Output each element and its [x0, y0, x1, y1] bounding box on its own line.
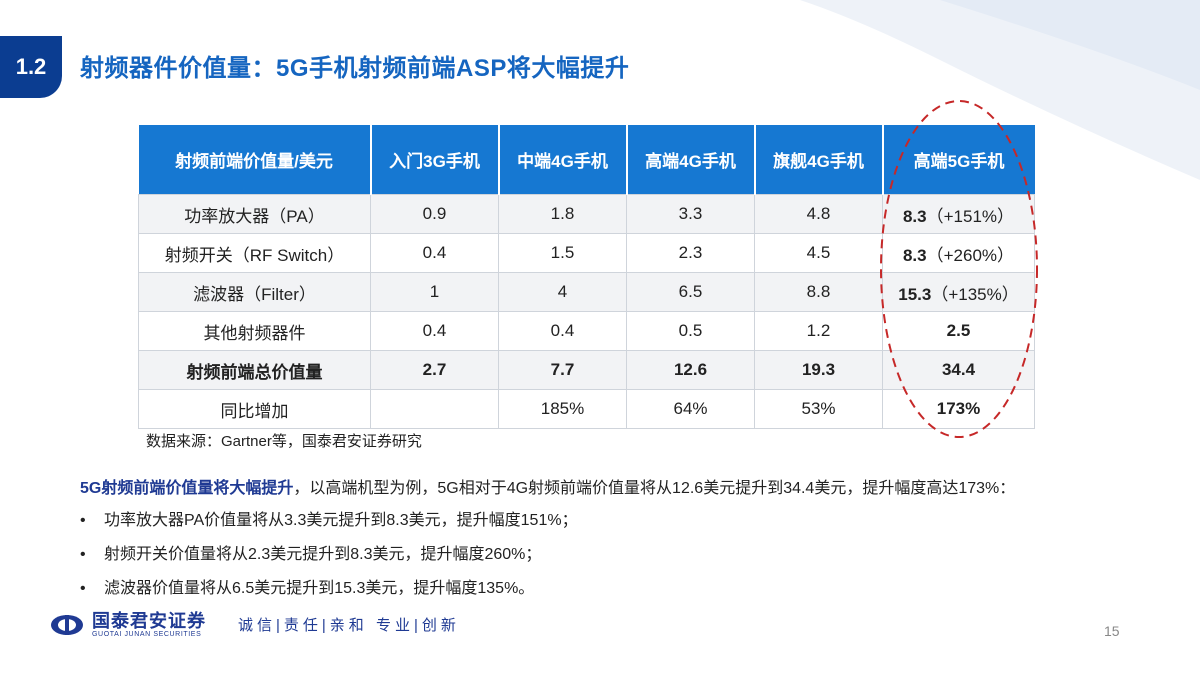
table-cell: 6.5: [626, 272, 755, 312]
highlight-cell: 173%: [882, 389, 1035, 429]
table-cell: 64%: [626, 389, 755, 429]
rf-value-table: 射频前端价值量/美元 入门3G手机 中端4G手机 高端4G手机 旗舰4G手机 高…: [138, 125, 1035, 429]
table-cell: [370, 389, 499, 429]
row-label: 功率放大器（PA）: [138, 194, 371, 234]
company-slogan: 诚信|责任|亲和 专业|创新: [238, 617, 460, 634]
highlight-value: 8.3: [902, 245, 927, 265]
table-cell: 4.8: [754, 194, 883, 234]
table-header-cell: 旗舰4G手机: [754, 125, 884, 195]
logo-mark-icon: [51, 614, 83, 635]
table-cell: 2.3: [626, 233, 755, 273]
table-cell: 19.3: [754, 350, 883, 390]
row-label: 同比增加: [138, 389, 371, 429]
row-label: 其他射频器件: [138, 311, 371, 351]
table-cell: 1: [370, 272, 499, 312]
table-cell: 53%: [754, 389, 883, 429]
table-header-row: 射频前端价值量/美元 入门3G手机 中端4G手机 高端4G手机 旗舰4G手机 高…: [138, 125, 1035, 195]
growth-note: （+135%）: [931, 284, 1019, 304]
table-row: 功率放大器（PA） 0.9 1.8 3.3 4.8 8.3（+151%）: [138, 194, 1035, 234]
table-row-total: 射频前端总价值量 2.7 7.7 12.6 19.3 34.4: [138, 350, 1035, 390]
growth-note: （+260%）: [926, 245, 1015, 265]
data-source: 数据来源：Gartner等，国泰君安证券研究: [146, 433, 422, 450]
list-item: 功率放大器PA价值量将从3.3美元提升到8.3美元，提升幅度151%；: [80, 508, 578, 542]
row-label: 射频前端总价值量: [138, 350, 371, 390]
table-cell: 1.2: [754, 311, 883, 351]
table-cell: 0.5: [626, 311, 755, 351]
growth-note: （+151%）: [926, 206, 1015, 226]
highlight-value: 15.3: [898, 284, 932, 304]
logo-chinese-name: 国泰君安证券: [92, 611, 206, 631]
table-header-cell: 入门3G手机: [370, 125, 500, 195]
row-label: 滤波器（Filter）: [138, 272, 371, 312]
table-cell: 2.7: [370, 350, 499, 390]
table-cell: 0.9: [370, 194, 499, 234]
highlight-cell: 2.5: [882, 311, 1035, 351]
table-row: 其他射频器件 0.4 0.4 0.5 1.2 2.5: [138, 311, 1035, 351]
company-logo: 国泰君安证券 GUOTAI JUNAN SECURITIES: [50, 611, 206, 638]
highlight-cell: 8.3（+260%）: [882, 233, 1035, 273]
table-row: 同比增加 185% 64% 53% 173%: [138, 389, 1035, 429]
table-cell: 0.4: [370, 233, 499, 273]
table-cell: 4: [498, 272, 627, 312]
list-item: 滤波器价值量将从6.5美元提升到15.3美元，提升幅度135%。: [80, 576, 578, 610]
table-cell: 0.4: [370, 311, 499, 351]
list-item: 射频开关价值量将从2.3美元提升到8.3美元，提升幅度260%；: [80, 542, 578, 576]
section-number-badge: 1.2: [0, 36, 62, 98]
table-cell: 1.8: [498, 194, 627, 234]
table-cell: 0.4: [498, 311, 627, 351]
table-cell: 3.3: [626, 194, 755, 234]
table-cell: 1.5: [498, 233, 627, 273]
highlight-cell: 34.4: [882, 350, 1035, 390]
table-cell: 12.6: [626, 350, 755, 390]
summary-lead: 5G射频前端价值量将大幅提升: [80, 480, 294, 497]
page-title: 射频器件价值量：5G手机射频前端ASP将大幅提升: [80, 55, 630, 82]
highlight-oval: [880, 100, 1038, 438]
table-header-cell: 高端5G手机: [882, 125, 1035, 195]
summary-text: 5G射频前端价值量将大幅提升，以高端机型为例，5G相对于4G射频前端价值量将从1…: [80, 474, 1015, 498]
highlight-cell: 8.3（+151%）: [882, 194, 1035, 234]
highlight-cell: 15.3（+135%）: [882, 272, 1035, 312]
table-cell: 4.5: [754, 233, 883, 273]
highlight-value: 8.3: [902, 206, 927, 226]
table-cell: 7.7: [498, 350, 627, 390]
table-header-cell: 高端4G手机: [626, 125, 756, 195]
bullet-list: 功率放大器PA价值量将从3.3美元提升到8.3美元，提升幅度151%； 射频开关…: [80, 508, 578, 610]
section-number: 1.2: [15, 54, 47, 79]
table-cell: 8.8: [754, 272, 883, 312]
table-header-cell: 射频前端价值量/美元: [138, 125, 372, 195]
logo-english-name: GUOTAI JUNAN SECURITIES: [92, 631, 202, 638]
table-cell: 185%: [498, 389, 627, 429]
table-header-cell: 中端4G手机: [498, 125, 628, 195]
row-label: 射频开关（RF Switch）: [138, 233, 371, 273]
page-number: 15: [1104, 623, 1120, 639]
summary-rest: ，以高端机型为例，5G相对于4G射频前端价值量将从12.6美元提升到34.4美元…: [293, 480, 1016, 497]
